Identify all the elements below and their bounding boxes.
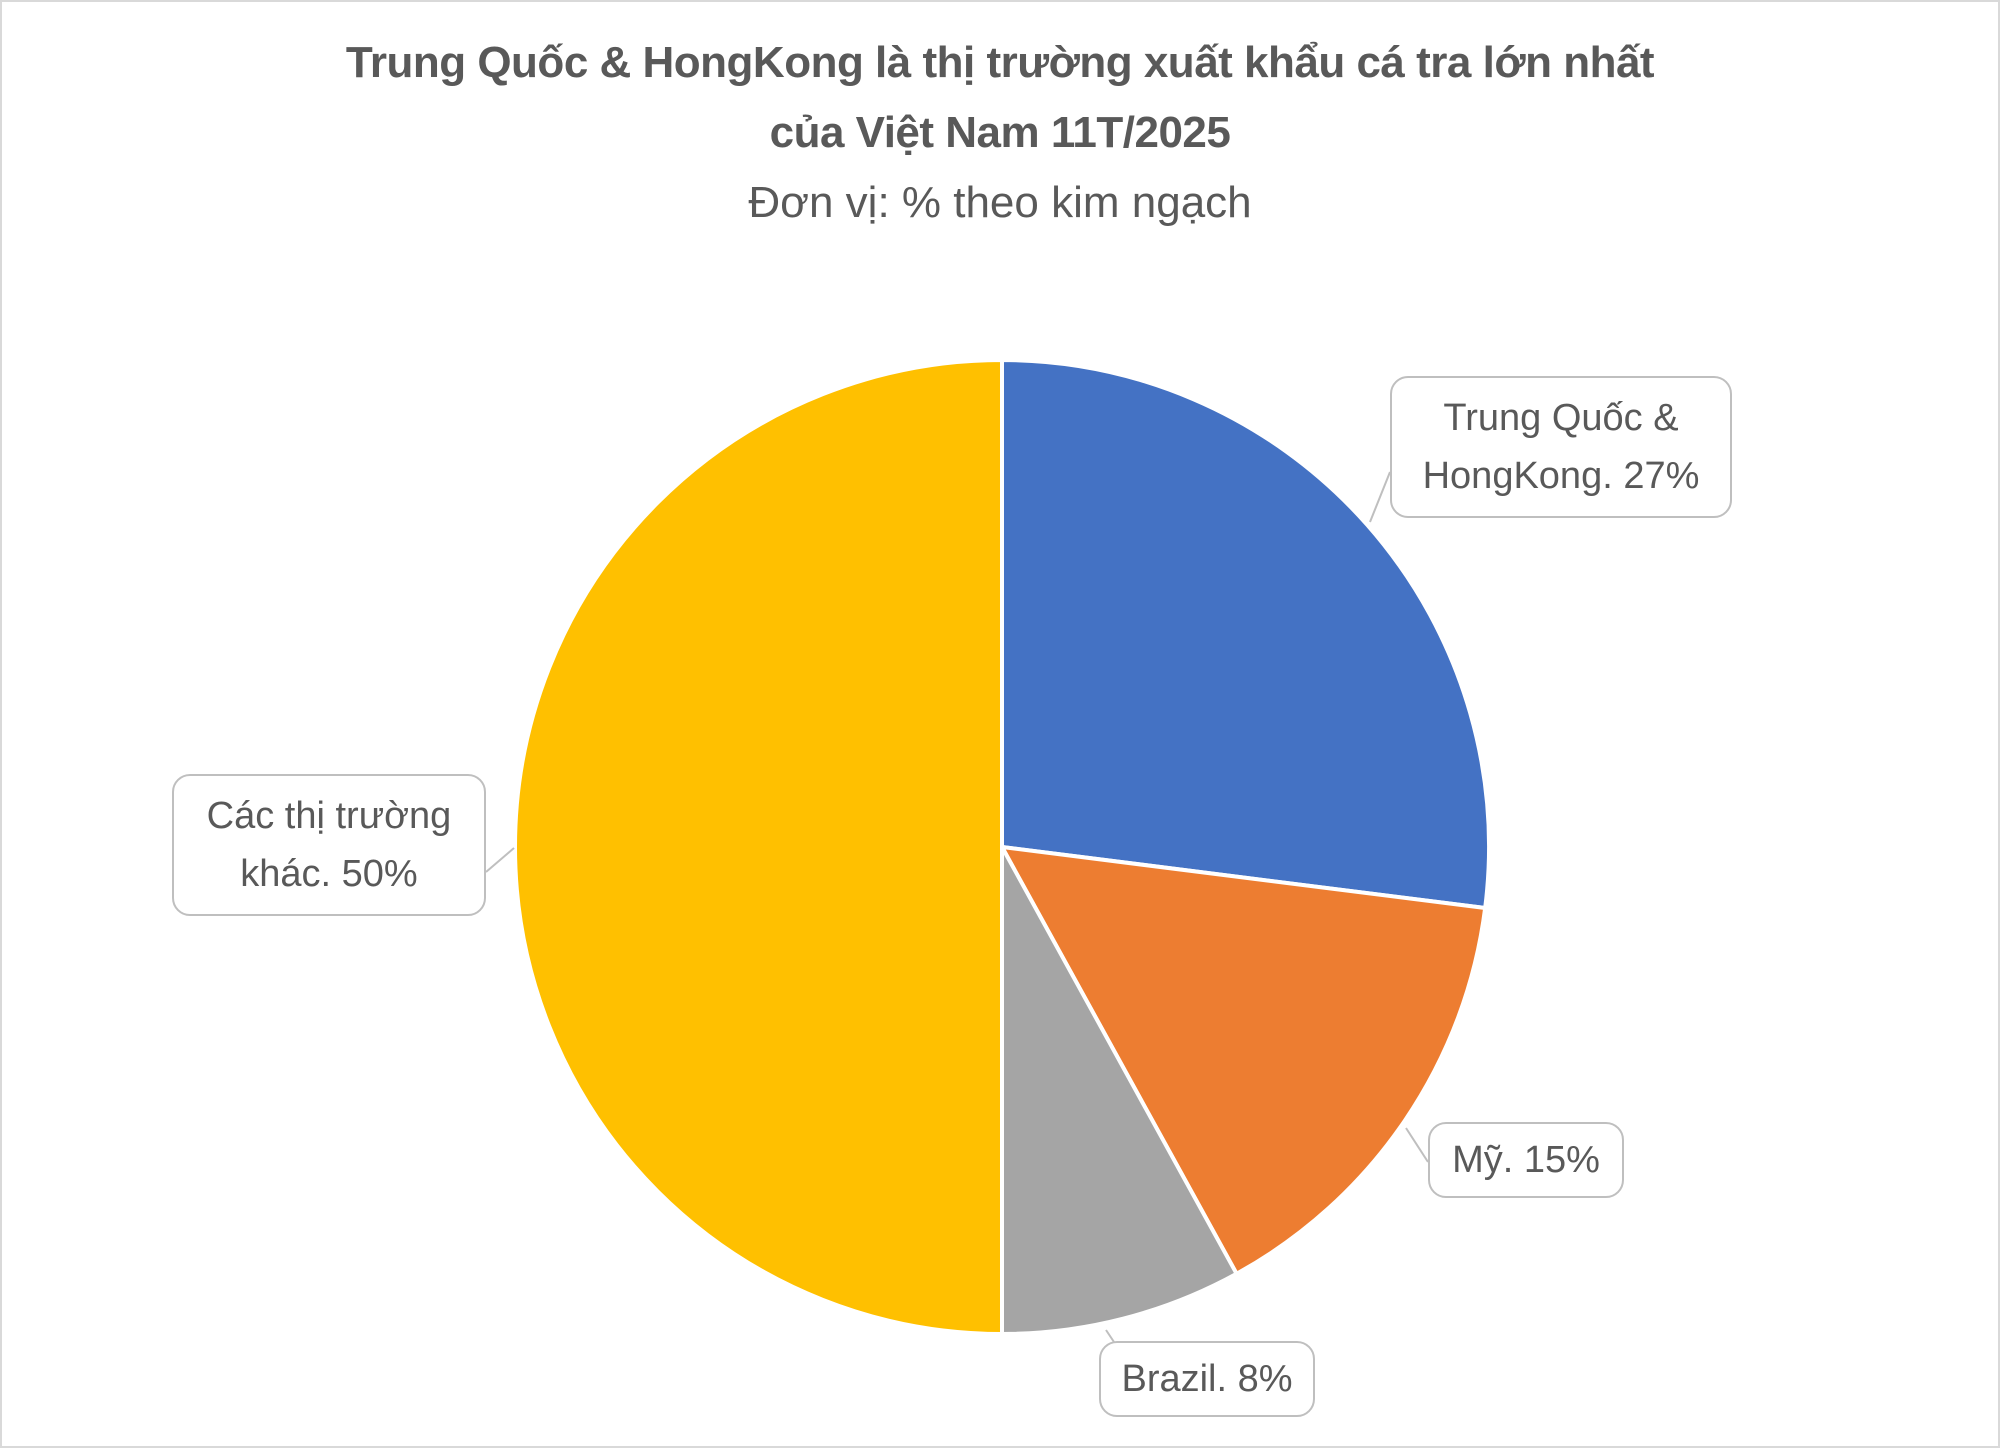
leader-line-1 (1405, 1127, 1429, 1163)
leader-line-0 (1369, 471, 1391, 523)
pie-slice-1 (998, 844, 1488, 1277)
label-line: HongKong. 27% (1422, 455, 1700, 497)
data-label-my: Mỹ. 15% (1428, 1122, 1624, 1198)
label-line: khác. 50% (240, 853, 418, 895)
leader-line-3 (485, 847, 515, 873)
pie-slice-3 (513, 357, 1004, 1337)
data-label-trung-quoc-hongkong: Trung Quốc & HongKong. 27% (1390, 376, 1732, 518)
label-line: Brazil. 8% (1121, 1358, 1293, 1400)
label-line: Mỹ. 15% (1452, 1139, 1600, 1181)
chart-title: Trung Quốc & HongKong là thị trường xuất… (345, 38, 1655, 87)
label-line: Các thị trường (206, 795, 452, 837)
data-label-cac-thi-truong-khac: Các thị trường khác. 50% (172, 774, 486, 916)
pie-slice-0 (1000, 357, 1491, 911)
chart-title-line2: của Việt Nam 11T/2025 (769, 108, 1231, 157)
pie-slice-2 (1000, 846, 1240, 1337)
label-line: Trung Quốc & (1443, 397, 1679, 439)
chart-subtitle: Đơn vị: % theo kim ngạch (748, 178, 1252, 227)
data-label-brazil: Brazil. 8% (1099, 1341, 1315, 1417)
